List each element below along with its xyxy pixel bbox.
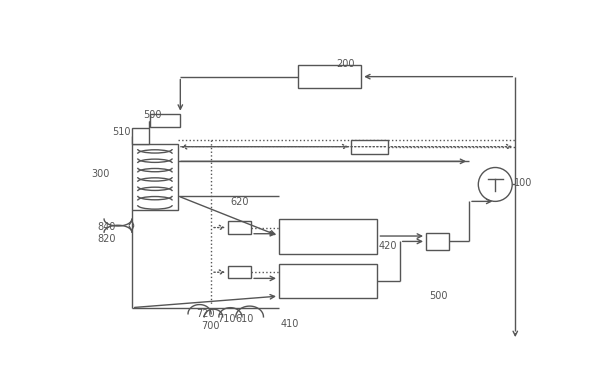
Bar [426, 233, 449, 250]
Bar [228, 222, 251, 234]
Text: 840: 840 [97, 222, 116, 232]
Text: 200: 200 [337, 59, 355, 69]
Text: 510: 510 [112, 127, 131, 137]
Bar [298, 65, 361, 88]
Text: 500: 500 [429, 291, 447, 301]
Text: 100: 100 [514, 178, 532, 188]
Bar [132, 128, 149, 144]
Text: 820: 820 [97, 234, 116, 244]
Text: 710: 710 [217, 314, 236, 324]
Text: 500: 500 [143, 110, 162, 120]
Bar [279, 219, 377, 254]
Text: 420: 420 [379, 241, 398, 251]
Text: 610: 610 [236, 314, 254, 324]
Text: 620: 620 [231, 197, 249, 207]
Bar [150, 113, 180, 128]
Bar [279, 264, 377, 298]
Bar [351, 140, 388, 154]
Text: 410: 410 [280, 319, 299, 329]
Bar [132, 144, 178, 210]
Text: 300: 300 [92, 169, 110, 179]
Text: 700: 700 [201, 321, 220, 331]
Bar [228, 266, 251, 278]
Text: 720: 720 [196, 309, 214, 319]
